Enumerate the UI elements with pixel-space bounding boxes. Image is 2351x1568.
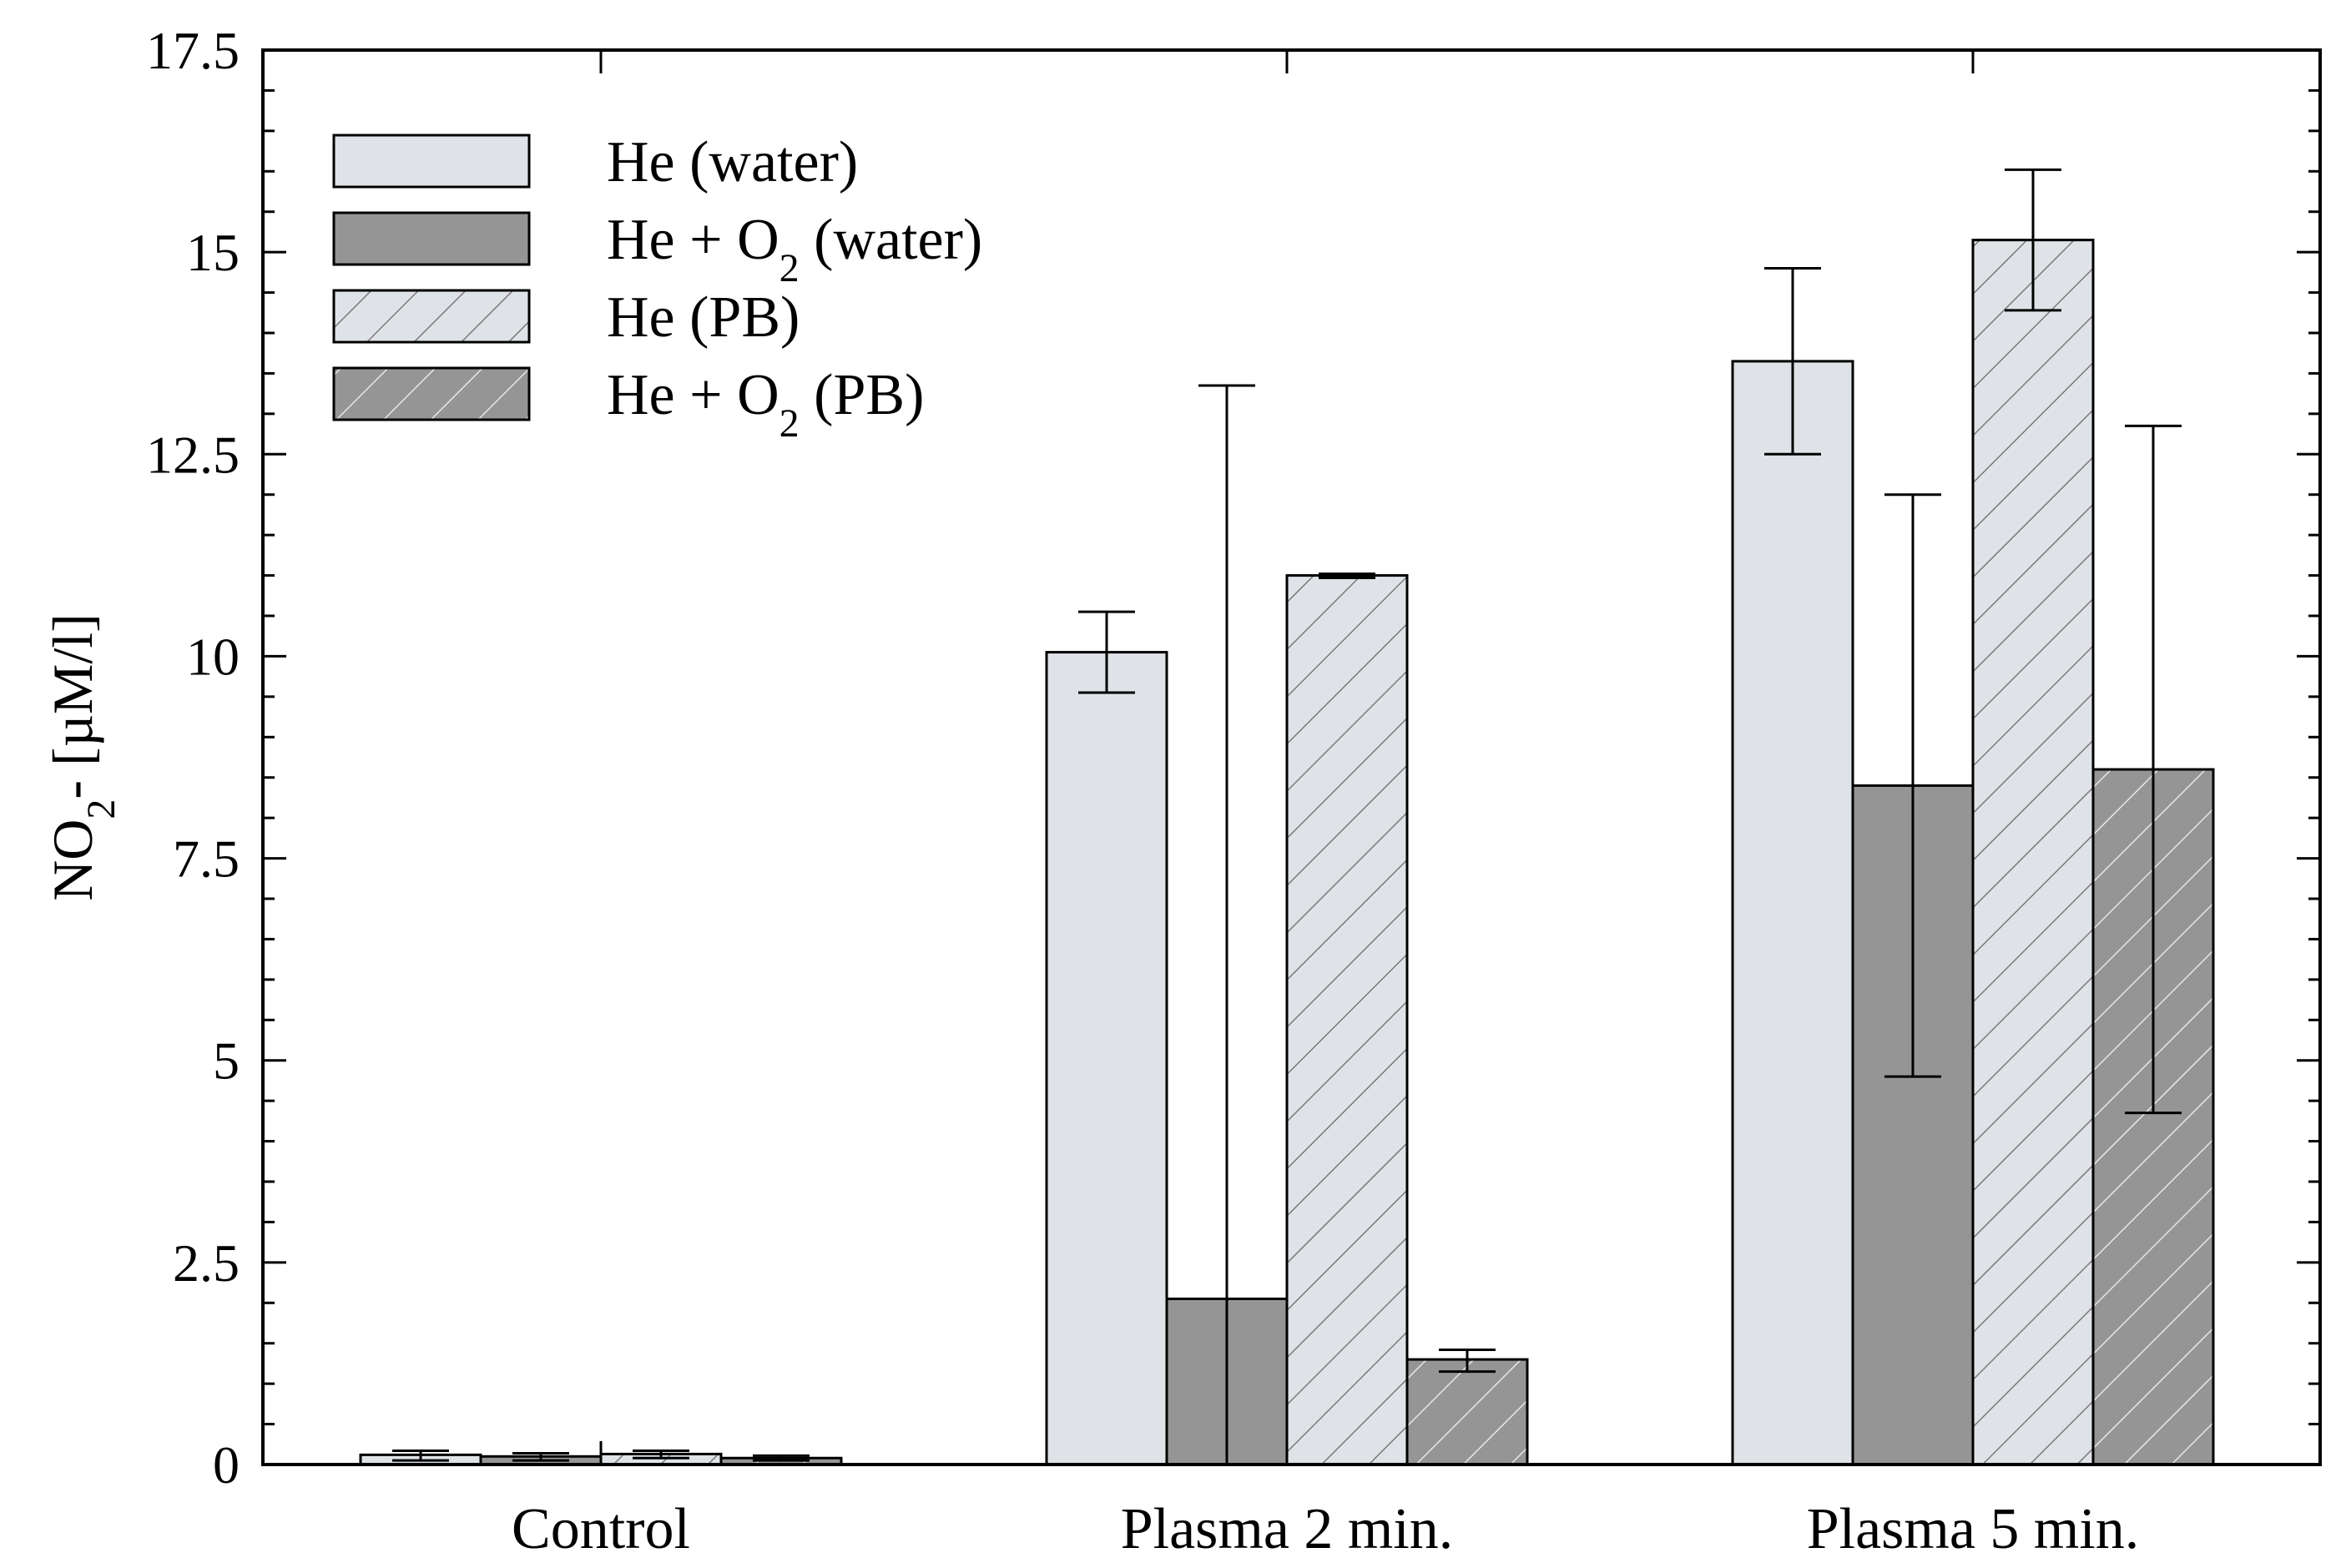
y-tick-label: 0	[213, 1435, 240, 1495]
bars-layer	[359, 239, 2215, 1466]
y-tick-label: 2.5	[173, 1233, 240, 1293]
legend-label: He + O2 (water)	[607, 208, 982, 290]
y-axis-title: NO2- [µM/l]	[41, 613, 124, 901]
y-tick-label: 15	[186, 223, 240, 282]
y-tick-label: 10	[186, 627, 240, 686]
legend-label: He + O2 (PB)	[607, 363, 924, 446]
x-category-label: Control	[512, 1497, 690, 1561]
axis-ticks	[263, 48, 2320, 1466]
bar	[1285, 574, 1409, 1466]
y-tick-label: 5	[213, 1031, 240, 1091]
x-category-label: Plasma 5 min.	[1807, 1497, 2140, 1561]
bar	[1405, 1358, 1529, 1466]
y-axis-title-sub: 2	[79, 799, 124, 819]
x-category-labels: Control Plasma 2 min. Plasma 5 min.	[512, 1497, 2139, 1561]
y-axis-title-rest: - [µM/l]	[41, 613, 104, 799]
plot-frame	[261, 48, 2322, 1466]
legend-label: He (water)	[607, 130, 858, 194]
legend-swatch	[332, 134, 531, 189]
legend-swatch	[332, 289, 531, 344]
legend-label: He (PB)	[607, 285, 800, 350]
bar	[1971, 239, 2095, 1466]
legend-swatch	[332, 211, 531, 266]
y-tick-label: 12.5	[146, 425, 240, 484]
legend: He (water) He + O2 (water)He (PB) He + O2 …	[332, 130, 982, 446]
x-category-label: Plasma 2 min.	[1121, 1497, 1454, 1561]
bar	[1045, 651, 1168, 1466]
bar	[1731, 360, 1854, 1466]
y-axis-title-main: NO	[41, 819, 104, 901]
y-tick-label: 17.5	[146, 21, 240, 80]
legend-swatch	[332, 366, 531, 421]
y-tick-labels: 0 2.5 5 7.5 10 12.5 15 17.5	[146, 21, 240, 1495]
y-tick-label: 7.5	[173, 829, 240, 889]
